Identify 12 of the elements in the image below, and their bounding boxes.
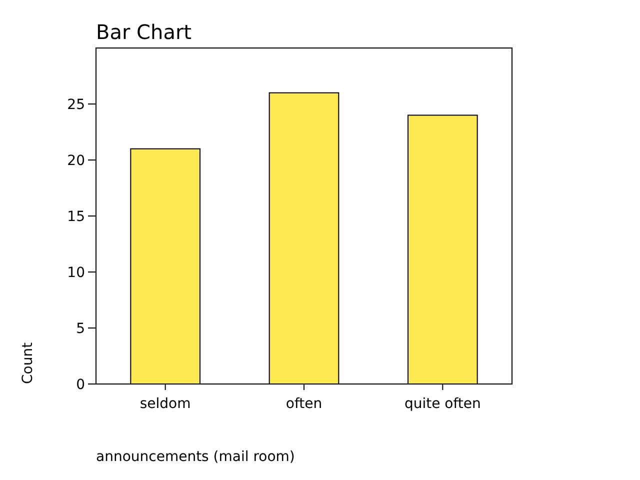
y-tick-label: 0 <box>76 376 85 393</box>
x-tick-label: seldom <box>140 396 191 412</box>
y-tick-label: 5 <box>76 320 85 337</box>
x-tick-label: often <box>286 396 322 412</box>
x-tick-label: quite often <box>404 396 481 412</box>
y-tick-label: 15 <box>67 208 85 225</box>
x-axis-title: announcements (mail room) <box>96 449 295 465</box>
y-axis-title: Count <box>20 342 36 384</box>
y-tick-label: 20 <box>67 152 85 169</box>
y-tick-label: 25 <box>67 96 85 113</box>
chart-title: Bar Chart <box>96 20 192 44</box>
y-tick-label: 10 <box>67 264 85 281</box>
